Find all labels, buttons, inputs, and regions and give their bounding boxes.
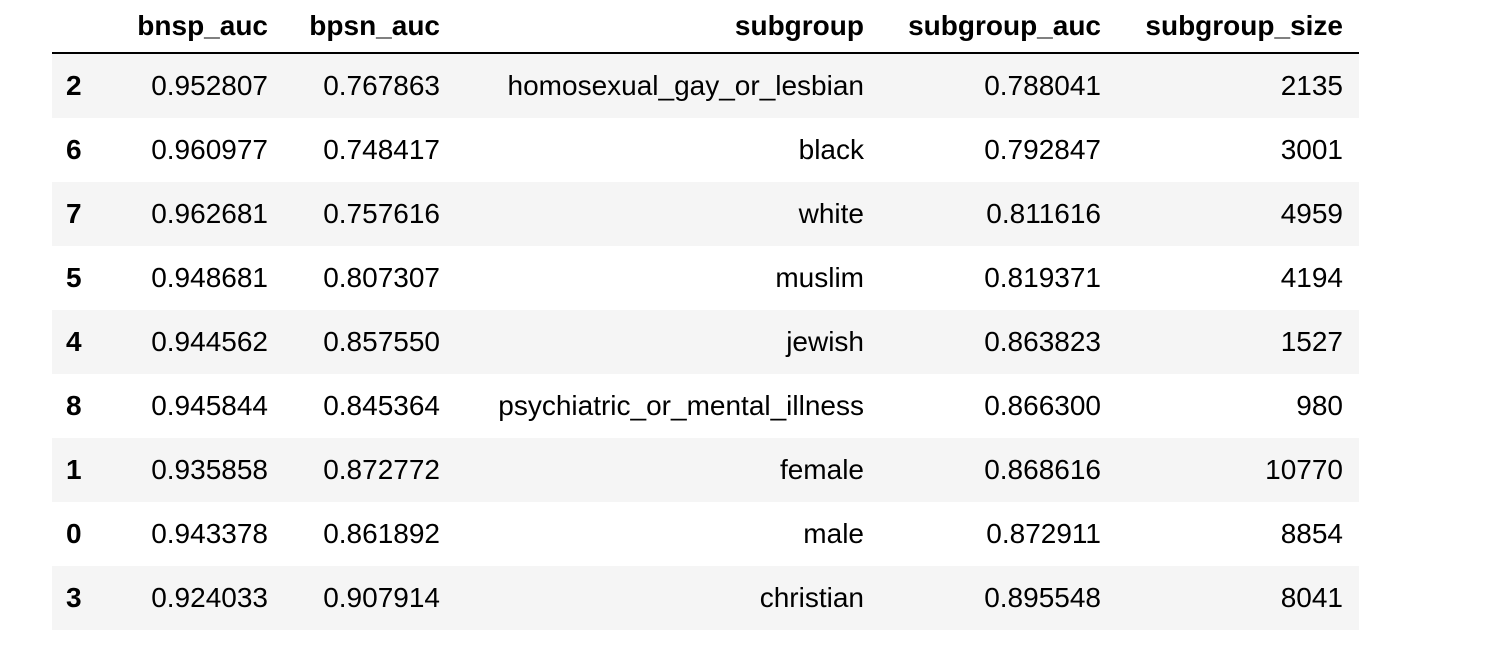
cell-bnsp-auc: 0.935858 — [151, 454, 268, 485]
row-index: 2 — [66, 70, 82, 101]
row-index: 3 — [66, 582, 82, 613]
header-bpsn-auc: bpsn_auc — [284, 0, 456, 54]
cell-bpsn-auc: 0.872772 — [323, 454, 440, 485]
cell-bnsp-auc: 0.944562 — [151, 326, 268, 357]
cell-bnsp-auc: 0.952807 — [151, 70, 268, 101]
cell-subgroup-auc: 0.863823 — [984, 326, 1101, 357]
row-index: 4 — [66, 326, 82, 357]
cell-subgroup: homosexual_gay_or_lesbian — [507, 70, 864, 101]
cell-bnsp-auc: 0.960977 — [151, 134, 268, 165]
table-row: 1 0.935858 0.872772 female 0.868616 1077… — [52, 438, 1359, 502]
table-row: 6 0.960977 0.748417 black 0.792847 3001 — [52, 118, 1359, 182]
cell-bpsn-auc: 0.857550 — [323, 326, 440, 357]
cell-subgroup-auc: 0.819371 — [984, 262, 1101, 293]
cell-subgroup-auc: 0.868616 — [984, 454, 1101, 485]
header-subgroup-auc: subgroup_auc — [880, 0, 1117, 54]
cell-bpsn-auc: 0.748417 — [323, 134, 440, 165]
cell-subgroup: black — [798, 134, 864, 165]
cell-subgroup-size: 3001 — [1280, 134, 1343, 165]
header-bnsp-auc: bnsp_auc — [112, 0, 284, 54]
cell-subgroup-size: 4959 — [1280, 198, 1343, 229]
row-index: 6 — [66, 134, 82, 165]
cell-subgroup-size: 4194 — [1280, 262, 1343, 293]
header-row: bnsp_auc bpsn_auc subgroup subgroup_auc … — [52, 0, 1359, 54]
row-index: 7 — [66, 198, 82, 229]
cell-subgroup-auc: 0.866300 — [984, 390, 1101, 421]
cell-subgroup: muslim — [775, 262, 864, 293]
cell-bpsn-auc: 0.861892 — [323, 518, 440, 549]
cell-subgroup-size: 8854 — [1280, 518, 1343, 549]
cell-subgroup: male — [803, 518, 864, 549]
cell-bnsp-auc: 0.945844 — [151, 390, 268, 421]
cell-bnsp-auc: 0.943378 — [151, 518, 268, 549]
header-subgroup-size: subgroup_size — [1117, 0, 1359, 54]
cell-subgroup-size: 8041 — [1280, 582, 1343, 613]
cell-bpsn-auc: 0.907914 — [323, 582, 440, 613]
table-body: 2 0.952807 0.767863 homosexual_gay_or_le… — [52, 53, 1359, 630]
cell-subgroup: jewish — [786, 326, 864, 357]
cell-subgroup-auc: 0.811616 — [986, 198, 1101, 229]
cell-bnsp-auc: 0.962681 — [151, 198, 268, 229]
cell-subgroup-size: 2135 — [1280, 70, 1343, 101]
table-row: 0 0.943378 0.861892 male 0.872911 8854 — [52, 502, 1359, 566]
cell-bpsn-auc: 0.845364 — [323, 390, 440, 421]
cell-subgroup-auc: 0.895548 — [984, 582, 1101, 613]
cell-subgroup-auc: 0.792847 — [984, 134, 1101, 165]
table-row: 5 0.948681 0.807307 muslim 0.819371 4194 — [52, 246, 1359, 310]
cell-bpsn-auc: 0.767863 — [323, 70, 440, 101]
table-header: bnsp_auc bpsn_auc subgroup subgroup_auc … — [52, 0, 1359, 54]
table-row: 2 0.952807 0.767863 homosexual_gay_or_le… — [52, 53, 1359, 118]
table-row: 7 0.962681 0.757616 white 0.811616 4959 — [52, 182, 1359, 246]
dataframe-output: bnsp_auc bpsn_auc subgroup subgroup_auc … — [52, 0, 1359, 630]
table-row: 3 0.924033 0.907914 christian 0.895548 8… — [52, 566, 1359, 630]
cell-subgroup: female — [779, 454, 864, 485]
cell-subgroup: christian — [759, 582, 864, 613]
cell-subgroup-size: 10770 — [1265, 454, 1343, 485]
row-index: 0 — [66, 518, 82, 549]
cell-bpsn-auc: 0.757616 — [323, 198, 440, 229]
cell-subgroup-size: 1527 — [1280, 326, 1343, 357]
cell-bnsp-auc: 0.948681 — [151, 262, 268, 293]
cell-subgroup: white — [798, 198, 864, 229]
cell-subgroup-auc: 0.788041 — [984, 70, 1101, 101]
cell-bnsp-auc: 0.924033 — [151, 582, 268, 613]
row-index: 8 — [66, 390, 82, 421]
header-index — [52, 0, 112, 54]
cell-subgroup-auc: 0.872911 — [986, 518, 1101, 549]
cell-subgroup-size: 980 — [1296, 390, 1343, 421]
cell-subgroup: psychiatric_or_mental_illness — [498, 390, 864, 421]
dataframe-table: bnsp_auc bpsn_auc subgroup subgroup_auc … — [52, 0, 1359, 630]
row-index: 5 — [66, 262, 82, 293]
table-row: 4 0.944562 0.857550 jewish 0.863823 1527 — [52, 310, 1359, 374]
row-index: 1 — [66, 454, 82, 485]
header-subgroup: subgroup — [456, 0, 880, 54]
cell-bpsn-auc: 0.807307 — [323, 262, 440, 293]
table-row: 8 0.945844 0.845364 psychiatric_or_menta… — [52, 374, 1359, 438]
